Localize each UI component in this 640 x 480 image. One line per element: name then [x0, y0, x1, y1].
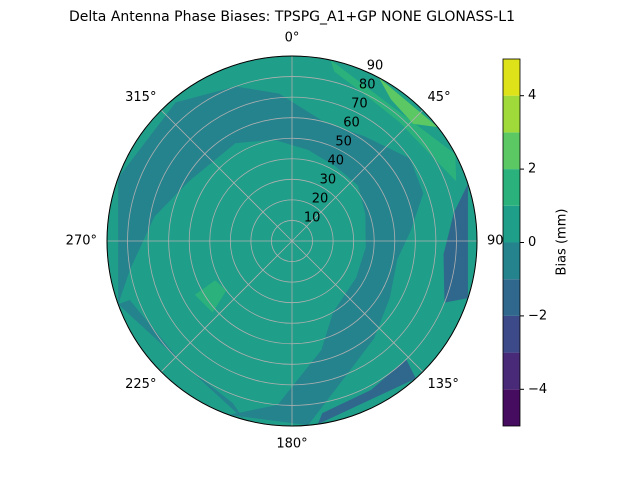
colorbar-band — [503, 352, 520, 390]
radial-tick-label: 20 — [312, 192, 329, 207]
radial-tick-label: 50 — [335, 135, 352, 150]
radial-tick-label: 30 — [320, 173, 337, 188]
angle-tick-label: 45° — [428, 90, 451, 105]
angular-grid-line — [291, 109, 424, 242]
contour-region — [317, 359, 416, 425]
colorbar-band — [503, 389, 520, 426]
contour-region — [378, 77, 438, 128]
angle-tick-label: 225° — [125, 377, 156, 392]
colorbar-band — [503, 95, 520, 133]
colorbar-tick-label: −4 — [528, 382, 547, 397]
angular-grid-line — [160, 240, 293, 373]
angle-tick-label: 0° — [285, 31, 300, 46]
angular-grid-line — [160, 109, 293, 242]
colorbar-tick-label: 0 — [528, 235, 536, 250]
angle-tick-label: 315° — [125, 90, 156, 105]
colorbar-band — [503, 169, 520, 206]
chart-title: Delta Antenna Phase Biases: TPSPG_A1+GP … — [69, 9, 515, 25]
radial-tick-label: 70 — [351, 97, 368, 112]
angle-tick-label: 180° — [276, 437, 307, 452]
axes: 1020304050607080900°45°90°135°180°225°27… — [66, 31, 510, 452]
contour-region — [330, 60, 457, 182]
colorbar-tick-label: −2 — [528, 308, 547, 323]
contour-region — [118, 86, 424, 426]
colorbar-band — [503, 315, 520, 353]
contour-region — [194, 280, 227, 313]
colorbar-label: Bias (mm) — [555, 209, 570, 276]
colorbar-band — [503, 279, 520, 316]
angle-tick-label: 270° — [66, 234, 97, 249]
colorbar-band — [503, 205, 520, 243]
colorbar-band — [503, 132, 520, 170]
angular-grid-line — [291, 240, 424, 373]
radial-tick-label: 60 — [343, 116, 360, 131]
radial-tick-label: 90 — [367, 59, 384, 74]
colorbar-band — [503, 242, 520, 280]
angle-tick-label: 135° — [428, 377, 459, 392]
radial-tick-label: 80 — [359, 78, 376, 93]
contour-region — [118, 300, 245, 420]
radial-tick-label: 40 — [327, 154, 344, 169]
colorbar-tick-label: 2 — [528, 162, 536, 177]
contour-region — [443, 183, 468, 303]
polar-frame — [106, 55, 478, 427]
colorbar-tick-label: 4 — [528, 88, 536, 103]
radial-tick-label: 10 — [304, 211, 321, 226]
colorbar-band — [503, 59, 520, 96]
